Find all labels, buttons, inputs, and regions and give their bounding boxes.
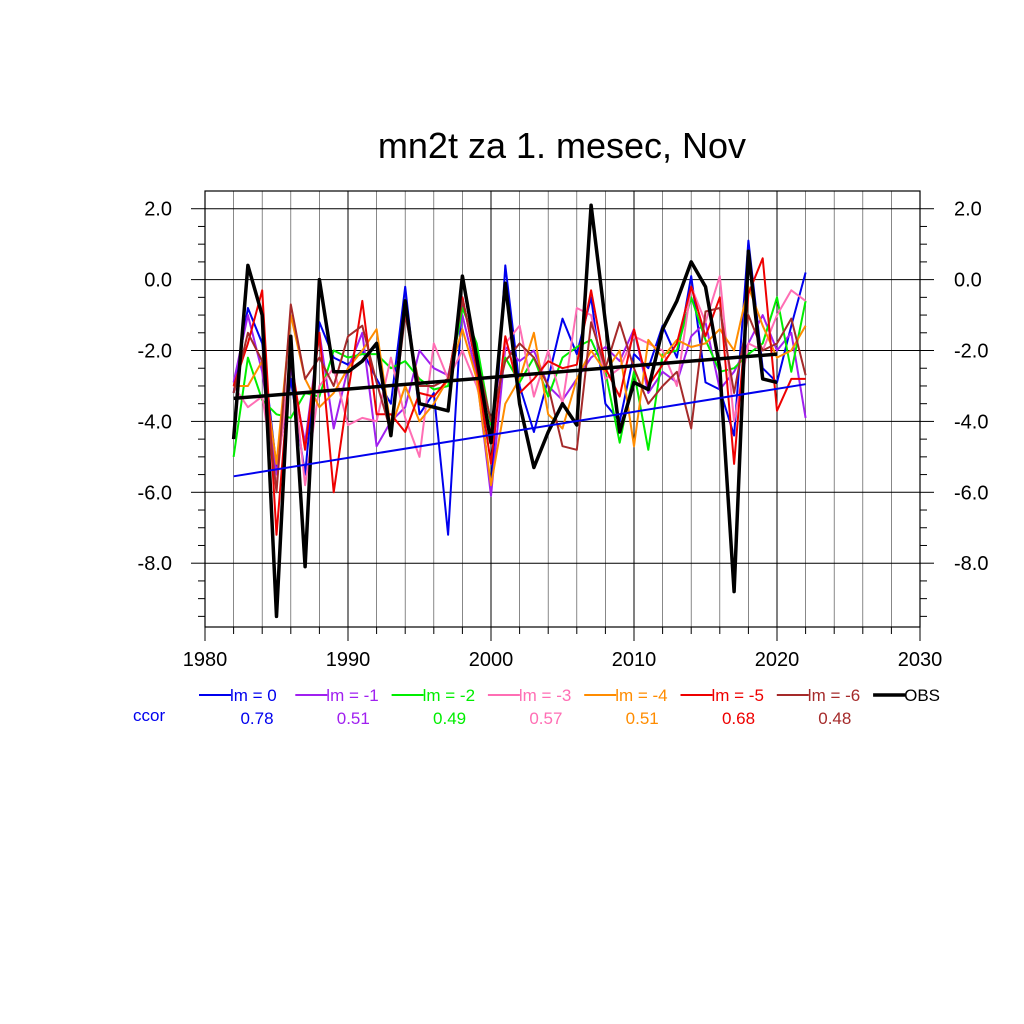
y-tick-label-right: 2.0: [954, 199, 982, 221]
legend: ccor lm = 0 0.78 lm = -1 0.51 lm = -2 0.49 lm =…: [133, 686, 940, 728]
x-tick-label: 2010: [612, 649, 657, 671]
legend-label-1: lm = -1: [326, 686, 378, 705]
y-tick-label-right: -2.0: [954, 341, 988, 363]
legend-ccor-2: 0.49: [433, 709, 466, 728]
series-line-4: [233, 285, 807, 487]
legend-label-3: lm = -3: [519, 686, 571, 705]
x-tick-label: 1990: [326, 649, 371, 671]
legend-ccor-6: 0.48: [818, 709, 851, 728]
legend-label-7: OBS: [904, 686, 940, 705]
legend-label-4: lm = -4: [615, 686, 667, 705]
series-line-2: [232, 296, 807, 458]
plot-frame: [204, 190, 921, 628]
legend-label-6: lm = -6: [808, 686, 860, 705]
x-tick-label: 1980: [183, 649, 228, 671]
plot-frame-rect: [204, 190, 921, 628]
y-tick-label-right: -4.0: [954, 411, 988, 433]
trend-line-1: [233, 352, 778, 401]
legend-ccor-4: 0.51: [626, 709, 659, 728]
y-tick-label-left: -6.0: [138, 482, 172, 504]
legend-label-0: lm = 0: [230, 686, 277, 705]
legend-label-5: lm = -5: [712, 686, 764, 705]
y-tick-label-left: 0.0: [144, 270, 172, 292]
series-lines: [231, 203, 807, 619]
chart-title: mn2t za 1. mesec, Nov: [378, 125, 746, 166]
series-line-7: [231, 203, 778, 619]
legend-ccor-0: 0.78: [240, 709, 273, 728]
axis-ticks: 1980 1990 2000 2010 2020 2030 2.0 2.0 0.0 0.0 -2.0…: [138, 199, 989, 671]
y-tick-label-right: 0.0: [954, 270, 982, 292]
x-tick-label: 2030: [898, 649, 943, 671]
legend-ccor-1: 0.51: [337, 709, 370, 728]
legend-ccor-5: 0.68: [722, 709, 755, 728]
y-tick-label-left: -4.0: [138, 411, 172, 433]
ccor-label: ccor: [133, 706, 165, 725]
trend-line-0: [233, 383, 806, 478]
y-tick-label-left: 2.0: [144, 199, 172, 221]
y-tick-label-left: -8.0: [138, 553, 172, 575]
y-tick-label-right: -8.0: [954, 553, 988, 575]
x-tick-label: 2020: [755, 649, 800, 671]
legend-ccor-3: 0.57: [529, 709, 562, 728]
y-tick-label-right: -6.0: [954, 482, 988, 504]
legend-label-2: lm = -2: [423, 686, 475, 705]
y-tick-label-left: -2.0: [138, 341, 172, 363]
x-tick-label: 2000: [469, 649, 514, 671]
